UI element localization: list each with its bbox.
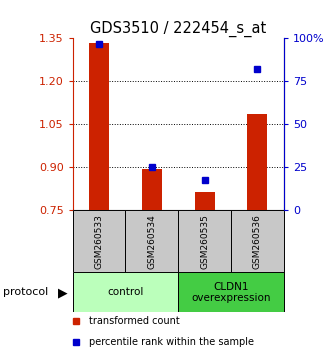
- Text: protocol: protocol: [3, 287, 49, 297]
- Text: ▶: ▶: [58, 286, 68, 299]
- Bar: [195, 192, 214, 211]
- Text: GSM260535: GSM260535: [200, 214, 209, 269]
- Bar: [125, 211, 178, 273]
- Bar: [231, 211, 284, 273]
- Text: control: control: [107, 287, 144, 297]
- Text: GSM260534: GSM260534: [147, 214, 156, 269]
- Title: GDS3510 / 222454_s_at: GDS3510 / 222454_s_at: [90, 21, 266, 37]
- Bar: [178, 273, 284, 313]
- Bar: [89, 43, 109, 211]
- Bar: [248, 114, 267, 211]
- Bar: [73, 273, 178, 313]
- Bar: [142, 169, 162, 211]
- Text: percentile rank within the sample: percentile rank within the sample: [89, 337, 254, 347]
- Bar: [178, 211, 231, 273]
- Bar: [73, 211, 125, 273]
- Text: GSM260533: GSM260533: [94, 214, 104, 269]
- Text: transformed count: transformed count: [89, 316, 180, 326]
- Text: CLDN1
overexpression: CLDN1 overexpression: [191, 282, 271, 303]
- Text: GSM260536: GSM260536: [253, 214, 262, 269]
